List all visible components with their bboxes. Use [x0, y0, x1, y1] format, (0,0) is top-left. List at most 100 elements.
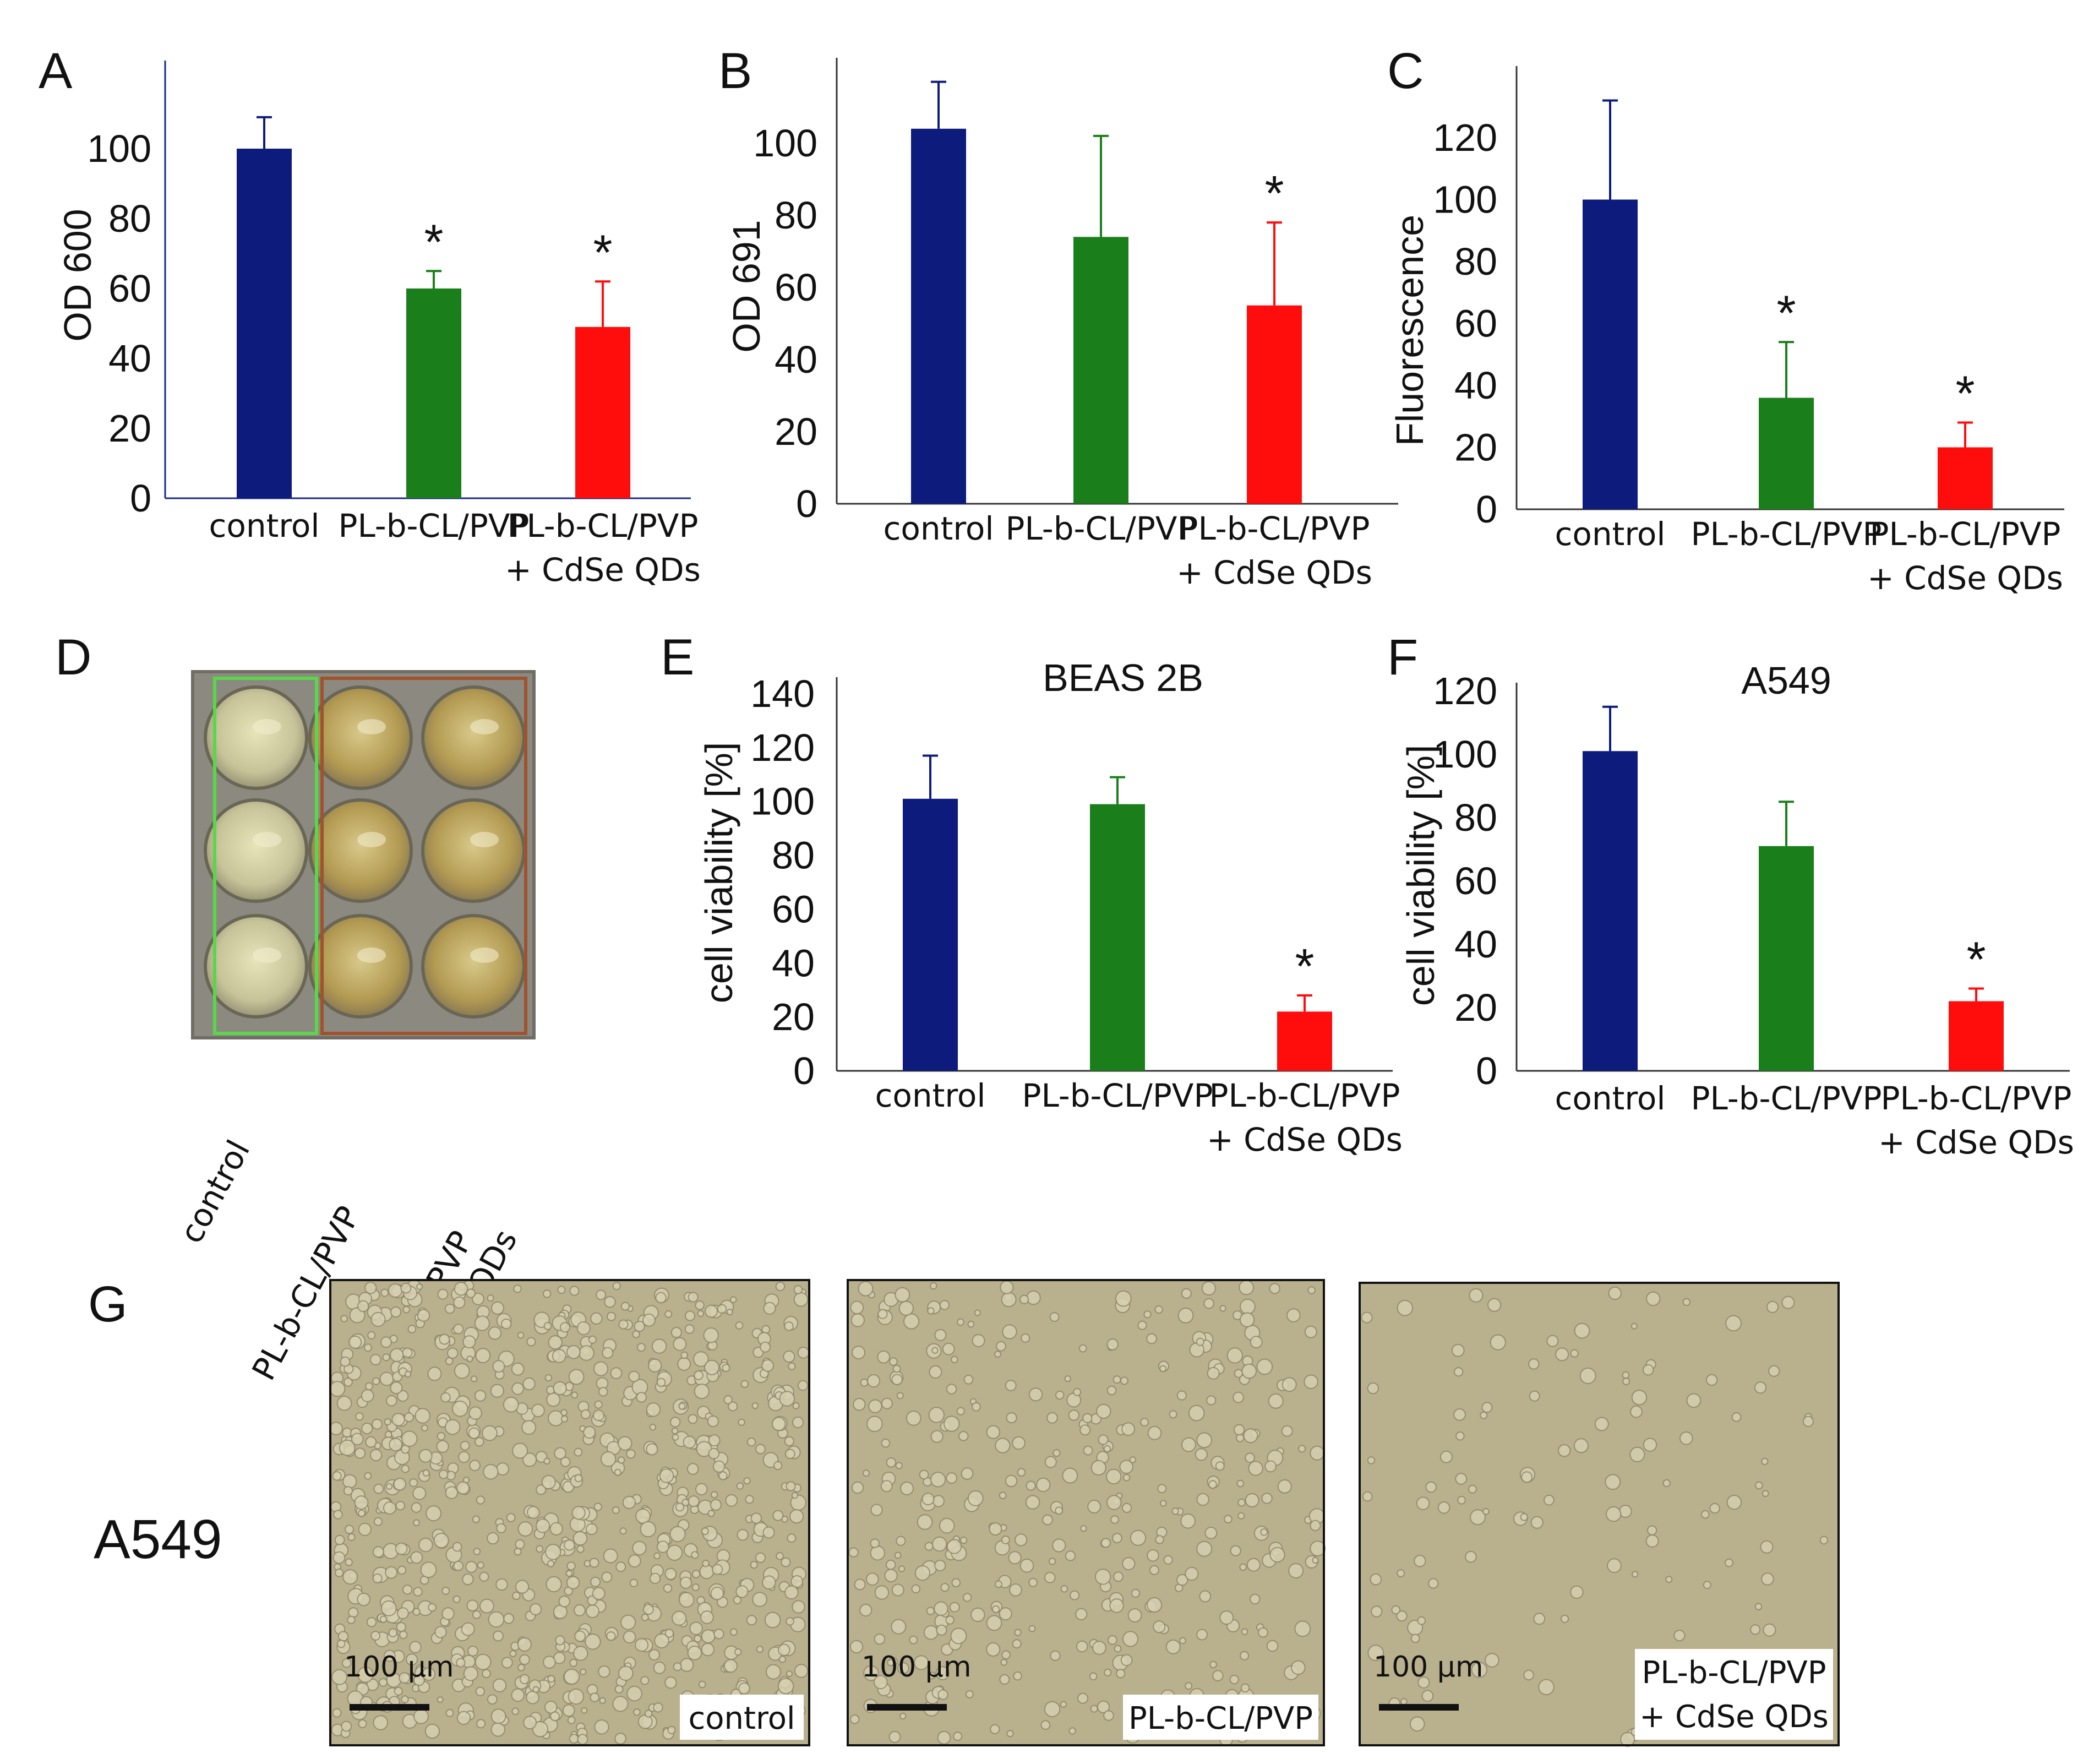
cell — [859, 1604, 872, 1617]
cell — [635, 1638, 649, 1652]
cell — [511, 1382, 524, 1395]
cell — [437, 1432, 446, 1441]
cell — [1397, 1299, 1414, 1316]
cell — [718, 1471, 728, 1480]
cell — [1529, 1390, 1540, 1402]
cell — [580, 1409, 591, 1419]
cell — [1468, 1484, 1477, 1494]
cell — [602, 1347, 614, 1359]
cell — [1754, 1603, 1763, 1610]
cell — [421, 1424, 428, 1432]
cell — [511, 1362, 525, 1376]
category-label: + CdSe QDs — [1878, 1124, 2074, 1161]
cell — [463, 1666, 478, 1681]
cell — [707, 1415, 719, 1428]
cell — [680, 1658, 694, 1672]
y-tick-label: 80 — [772, 834, 815, 877]
cell — [895, 1462, 903, 1469]
cell — [440, 1392, 451, 1403]
bar-3 — [1949, 1001, 2004, 1071]
bar-2 — [1759, 398, 1814, 509]
category-label: PL-b-CL/PVP — [1022, 1077, 1213, 1114]
cell — [366, 1617, 377, 1627]
y-tick-label: 20 — [775, 410, 817, 453]
cell — [691, 1570, 701, 1578]
cell — [454, 1363, 470, 1379]
cell — [1312, 1556, 1319, 1564]
cell — [694, 1384, 710, 1400]
cell — [892, 1364, 901, 1373]
cell — [1129, 1456, 1137, 1463]
cell — [355, 1412, 364, 1421]
y-tick-label: 40 — [108, 337, 151, 380]
cell — [1642, 1364, 1654, 1376]
cell — [612, 1696, 629, 1712]
cell — [526, 1337, 536, 1347]
cell — [884, 1569, 898, 1582]
chart-panel-f: F A549 0 20 40 60 80 100 120 cell viability [%] co… — [1387, 629, 2074, 1161]
cell — [1233, 1391, 1245, 1403]
y-tick-label: 20 — [772, 995, 815, 1038]
y-tick-label: 20 — [1454, 986, 1497, 1029]
cell — [900, 1481, 914, 1495]
cell — [950, 1627, 967, 1645]
cell — [745, 1495, 754, 1504]
cell — [881, 1397, 893, 1409]
cell — [383, 1649, 396, 1662]
cell — [994, 1351, 1001, 1358]
cell — [583, 1426, 596, 1439]
cell — [1017, 1468, 1026, 1477]
cell — [1485, 1653, 1499, 1668]
cell — [686, 1463, 699, 1475]
cell — [573, 1646, 588, 1661]
image-label: PL-b-CL/PVP — [1128, 1701, 1313, 1736]
cell — [788, 1362, 796, 1370]
image-label: PL-b-CL/PVP — [1642, 1655, 1826, 1691]
cell — [626, 1685, 642, 1702]
cell — [614, 1468, 621, 1476]
cell — [936, 1624, 947, 1636]
cell — [488, 1326, 502, 1340]
cell — [694, 1635, 702, 1643]
cell — [503, 1396, 519, 1413]
cell — [1662, 1479, 1671, 1488]
cell — [1570, 1349, 1579, 1358]
bar-3 — [575, 326, 630, 498]
panel-letter: D — [55, 629, 91, 685]
cell — [1802, 1415, 1814, 1427]
cell — [385, 1566, 398, 1579]
well — [204, 685, 308, 790]
cell — [495, 1578, 508, 1591]
cell — [764, 1611, 781, 1629]
cell — [898, 1565, 906, 1572]
cell — [1646, 1291, 1661, 1306]
cell — [536, 1484, 547, 1495]
cell — [475, 1348, 491, 1364]
cell — [1237, 1498, 1246, 1507]
cell — [574, 1447, 583, 1457]
cell — [546, 1576, 562, 1593]
cell — [402, 1306, 411, 1314]
cell — [596, 1289, 607, 1300]
cell — [372, 1418, 383, 1430]
cell — [1000, 1658, 1008, 1666]
cell — [939, 1300, 950, 1310]
cell — [1121, 1502, 1132, 1513]
cell — [940, 1583, 950, 1592]
cell — [1310, 1540, 1326, 1556]
cell — [704, 1359, 720, 1375]
cell — [889, 1357, 898, 1366]
cell — [746, 1615, 757, 1626]
cell — [1521, 1471, 1533, 1483]
cell — [781, 1557, 791, 1567]
cell — [891, 1583, 904, 1597]
cell — [590, 1692, 599, 1702]
cell — [909, 1635, 918, 1645]
cell — [888, 1730, 901, 1743]
cell — [792, 1402, 800, 1409]
cell — [1629, 1446, 1645, 1462]
cell — [853, 1398, 866, 1411]
cell — [628, 1554, 641, 1568]
cell — [1731, 1412, 1742, 1422]
cell — [958, 1431, 969, 1441]
